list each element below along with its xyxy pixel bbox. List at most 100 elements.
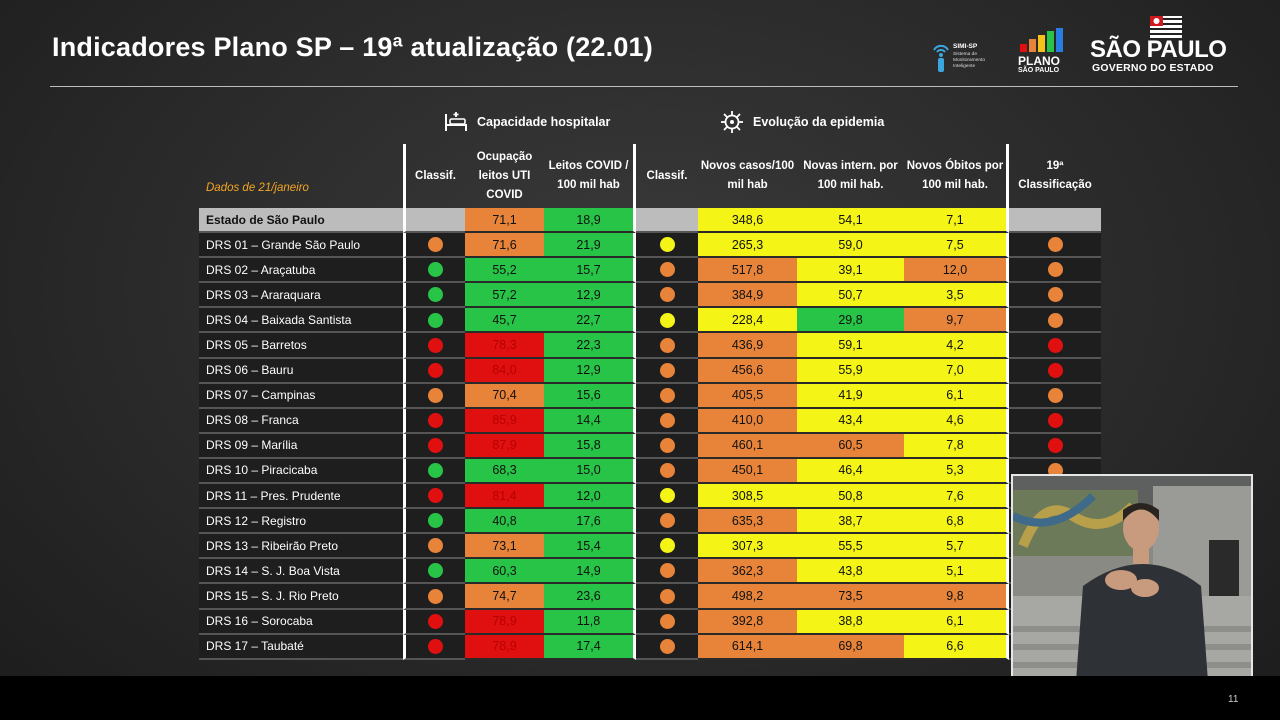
classif-hospital-cell xyxy=(403,283,465,309)
region-name: DRS 10 – Piracicaba xyxy=(199,458,403,485)
classif-hospital-cell xyxy=(403,408,465,434)
status-dot xyxy=(659,362,675,378)
novos-casos-cell: 517,8 xyxy=(698,258,797,284)
leitos-covid-cell: 18,9 xyxy=(544,208,636,234)
header-ocupacao-uti: Ocupação leitos UTI COVID xyxy=(476,150,533,201)
ocupacao-uti-cell: 68,3 xyxy=(465,458,544,485)
classif-epidemic-cell xyxy=(636,509,698,535)
status-dot xyxy=(428,488,443,504)
classificacao-cell xyxy=(1009,383,1101,409)
region-name: DRS 01 – Grande São Paulo xyxy=(199,233,403,259)
interpreter-video-frame xyxy=(1013,476,1251,691)
classif-hospital-cell xyxy=(403,383,465,409)
status-dot xyxy=(659,262,675,278)
title-divider xyxy=(50,86,1238,87)
novos-casos-cell: 362,3 xyxy=(698,559,797,585)
classif-hospital-cell xyxy=(403,634,465,660)
classificacao-cell xyxy=(1009,408,1101,434)
region-name: DRS 13 – Ribeirão Preto xyxy=(199,534,403,560)
status-dot xyxy=(659,563,675,579)
table-row: DRS 11 – Pres. Prudente 81,4 12,0 308,5 50,8… xyxy=(199,484,1101,510)
leitos-covid-cell: 11,8 xyxy=(544,609,636,635)
header-novos-obitos: Novos Óbitos por 100 mil hab. xyxy=(904,144,1009,208)
table-row: DRS 17 – Taubaté 78,9 17,4 614,1 69,8 6,6 xyxy=(199,634,1101,660)
table-row: DRS 12 – Registro 40,8 17,6 635,3 38,7 6,8 xyxy=(199,509,1101,535)
region-name: DRS 14 – S. J. Boa Vista xyxy=(199,559,403,585)
status-dot xyxy=(428,262,443,278)
leitos-covid-cell: 21,9 xyxy=(544,233,636,259)
novos-obitos-cell: 6,1 xyxy=(904,609,1009,635)
classificacao-cell xyxy=(1009,208,1101,234)
novos-obitos-cell: 5,1 xyxy=(904,559,1009,585)
simi-signal-icon xyxy=(933,44,949,72)
status-dot xyxy=(1047,287,1063,303)
novas-intern-cell: 43,4 xyxy=(797,408,904,434)
classif-epidemic-cell xyxy=(636,308,698,334)
classif-epidemic-cell xyxy=(636,258,698,284)
table-row: DRS 14 – S. J. Boa Vista 60,3 14,9 362,3 43,… xyxy=(199,559,1101,585)
leitos-covid-cell: 12,0 xyxy=(544,484,636,510)
status-dot xyxy=(659,412,675,428)
status-dot xyxy=(428,337,443,353)
plano-subtitle: SÃO PAULO xyxy=(1018,67,1060,74)
leitos-covid-cell: 15,7 xyxy=(544,258,636,284)
status-dot xyxy=(1047,437,1063,453)
plano-sp-logo: PLANO SÃO PAULO xyxy=(1016,26,1072,76)
classificacao-cell xyxy=(1009,333,1101,359)
novos-obitos-cell: 7,0 xyxy=(904,358,1009,384)
simi-sp-logo: SIMI-SP Sistema de Monitoramento Intelig… xyxy=(932,40,1000,76)
novos-obitos-cell: 3,5 xyxy=(904,283,1009,309)
classif-hospital-cell xyxy=(403,433,465,459)
hospital-bed-icon xyxy=(445,112,467,131)
region-name: DRS 11 – Pres. Prudente xyxy=(199,484,403,510)
leitos-covid-cell: 15,6 xyxy=(544,383,636,409)
novos-casos-cell: 265,3 xyxy=(698,233,797,259)
novos-casos-cell: 228,4 xyxy=(698,308,797,334)
region-name: DRS 16 – Sorocaba xyxy=(199,609,403,635)
leitos-covid-cell: 22,3 xyxy=(544,333,636,359)
virus-icon xyxy=(721,111,743,133)
table-row: DRS 07 – Campinas 70,4 15,6 405,5 41,9 6,1 xyxy=(199,383,1101,409)
classif-hospital-cell xyxy=(403,208,465,234)
ocupacao-uti-cell: 55,2 xyxy=(465,258,544,284)
header-classif-epidemic: Classif. xyxy=(646,169,688,182)
novos-casos-cell: 460,1 xyxy=(698,433,797,459)
governo-sp-logo: SÃO PAULO GOVERNO DO ESTADO xyxy=(1088,16,1240,74)
leitos-covid-cell: 12,9 xyxy=(544,358,636,384)
region-name: DRS 08 – Franca xyxy=(199,408,403,434)
leitos-covid-cell: 14,9 xyxy=(544,559,636,585)
novas-intern-cell: 73,5 xyxy=(797,584,904,610)
ocupacao-uti-cell: 71,6 xyxy=(465,233,544,259)
header-classif-hospital: Classif. xyxy=(403,144,465,208)
classif-epidemic-cell xyxy=(636,333,698,359)
novas-intern-cell: 59,0 xyxy=(797,233,904,259)
novos-obitos-cell: 6,6 xyxy=(904,634,1009,660)
novas-intern-cell: 39,1 xyxy=(797,258,904,284)
table-header-row: Dados de 21/janeiro Classif. Ocupação le… xyxy=(199,144,1101,208)
ocupacao-uti-cell: 57,2 xyxy=(465,283,544,309)
ocupacao-uti-cell: 45,7 xyxy=(465,308,544,334)
section-epidemic-label: Evolução da epidemia xyxy=(753,115,885,129)
region-name: Estado de São Paulo xyxy=(199,208,403,234)
section-epidemic-evolution: Evolução da epidemia xyxy=(720,110,884,134)
classif-epidemic-cell xyxy=(636,358,698,384)
novas-intern-cell: 55,5 xyxy=(797,534,904,560)
table-row: DRS 08 – Franca 85,9 14,4 410,0 43,4 4,6 xyxy=(199,408,1101,434)
novos-obitos-cell: 4,2 xyxy=(904,333,1009,359)
table-row: DRS 09 – Marília 87,9 15,8 460,1 60,5 7,8 xyxy=(199,433,1101,459)
leitos-covid-cell: 14,4 xyxy=(544,408,636,434)
status-dot xyxy=(428,237,443,253)
classificacao-cell xyxy=(1009,433,1101,459)
novas-intern-cell: 41,9 xyxy=(797,383,904,409)
bottom-bar xyxy=(0,676,1280,720)
novos-obitos-cell: 6,1 xyxy=(904,383,1009,409)
status-dot xyxy=(659,437,675,453)
novos-casos-cell: 405,5 xyxy=(698,383,797,409)
page-title: Indicadores Plano SP – 19ª atualização (… xyxy=(52,32,653,62)
classif-hospital-cell xyxy=(403,584,465,610)
sp-name: SÃO PAULO xyxy=(1090,36,1227,63)
novas-intern-cell: 60,5 xyxy=(797,433,904,459)
leitos-covid-cell: 12,9 xyxy=(544,283,636,309)
status-dot xyxy=(1047,362,1063,378)
status-dot xyxy=(659,463,675,479)
